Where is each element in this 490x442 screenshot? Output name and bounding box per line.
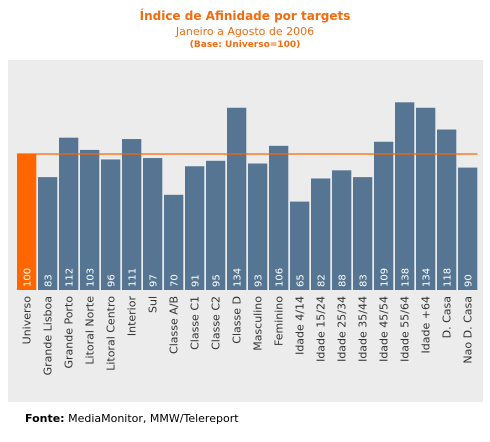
bar-6	[143, 158, 163, 290]
value-label-10: 134	[233, 268, 244, 287]
value-label-19: 134	[422, 268, 433, 287]
category-label-9: Classe C2	[210, 296, 223, 350]
bar-15	[332, 170, 352, 290]
category-label-18: Idade 55/64	[399, 296, 412, 362]
bar-11	[248, 163, 268, 290]
category-label-13: Idade 4/14	[294, 296, 307, 355]
value-label-14: 82	[317, 274, 328, 287]
source-label: Fonte:	[25, 412, 65, 425]
chart-base-note: (Base: Universo=100)	[189, 40, 301, 50]
value-label-7: 70	[170, 274, 181, 287]
bar-9	[206, 160, 226, 290]
category-label-7: Classe A/B	[168, 296, 181, 354]
value-label-17: 109	[380, 268, 391, 287]
value-label-9: 95	[212, 274, 223, 287]
category-label-17: Idade 45/54	[378, 296, 391, 362]
category-label-3: Litoral Norte	[84, 296, 97, 365]
value-label-8: 91	[191, 274, 202, 287]
bars-group	[17, 102, 478, 290]
chart-title: Índice de Afinidade por targets	[139, 9, 351, 23]
chart-subtitle: Janeiro a Agosto de 2006	[175, 25, 315, 38]
bar-8	[185, 166, 205, 290]
value-label-15: 88	[338, 274, 349, 287]
source-text: MediaMonitor, MMW/Telereport	[68, 412, 239, 425]
bar-2	[59, 137, 79, 290]
value-label-6: 97	[149, 274, 160, 287]
category-label-6: Sul	[147, 296, 160, 313]
bar-7	[164, 194, 184, 290]
value-label-11: 93	[254, 274, 265, 287]
value-label-4: 96	[107, 274, 118, 287]
value-labels-group: 100 83 112 103 96 111 97 70 91 95 134 93 106 65 82 88 83…	[23, 268, 475, 287]
bar-19	[416, 107, 436, 290]
value-label-0: 100	[23, 268, 34, 287]
category-label-21: Nao D. Casa	[462, 296, 475, 364]
category-label-15: Idade 25/34	[336, 296, 349, 362]
category-label-4: Litoral Centro	[105, 296, 118, 371]
bar-10	[227, 107, 247, 290]
value-label-2: 112	[65, 268, 76, 287]
bar-3	[80, 149, 100, 290]
value-label-16: 83	[359, 274, 370, 287]
bar-14	[311, 178, 331, 290]
category-labels-group: Universo Grande Lisboa Grande Porto Litoral…	[21, 296, 475, 376]
bar-18	[395, 102, 415, 290]
value-label-3: 103	[86, 268, 97, 287]
bar-21	[458, 167, 478, 290]
source-note: Fonte: MediaMonitor, MMW/Telereport	[25, 412, 239, 425]
value-label-20: 118	[443, 268, 454, 287]
value-label-13: 65	[296, 274, 307, 287]
category-label-1: Grande Lisboa	[42, 296, 55, 375]
bar-1	[38, 177, 58, 290]
category-label-20: D. Casa	[441, 296, 454, 338]
value-label-1: 83	[44, 274, 55, 287]
bar-17	[374, 141, 394, 290]
category-label-2: Grande Porto	[63, 296, 76, 369]
value-label-18: 138	[401, 268, 412, 287]
category-label-10: Classe D	[231, 296, 244, 344]
bar-16	[353, 177, 373, 290]
category-label-11: Masculino	[252, 296, 265, 351]
bar-5	[122, 139, 142, 290]
bar-4	[101, 159, 121, 290]
category-label-16: Idade 35/44	[357, 296, 370, 362]
bar-20	[437, 129, 457, 290]
bar-0	[17, 154, 37, 290]
value-label-21: 90	[464, 274, 475, 287]
category-label-14: Idade 15/24	[315, 296, 328, 362]
category-label-12: Feminino	[273, 296, 286, 346]
category-label-5: Interior	[126, 296, 139, 337]
value-label-12: 106	[275, 268, 286, 287]
category-label-8: Classe C1	[189, 296, 202, 350]
bar-12	[269, 145, 289, 290]
bar-13	[290, 201, 310, 290]
category-label-19: Idade +64	[420, 296, 433, 353]
value-label-5: 111	[128, 268, 139, 287]
category-label-0: Universo	[21, 296, 34, 345]
